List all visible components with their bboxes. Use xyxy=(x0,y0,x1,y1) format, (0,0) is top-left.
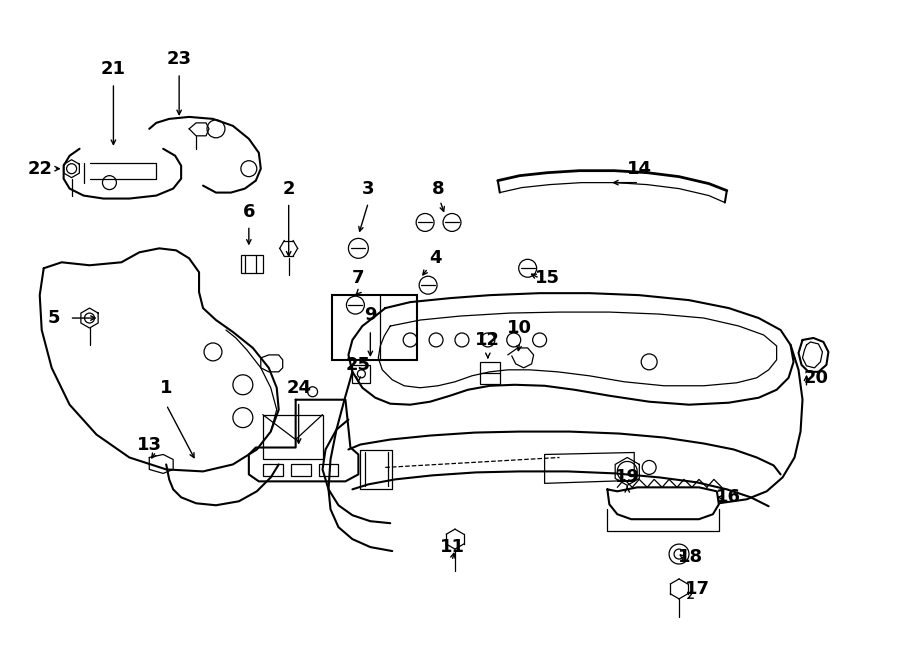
Text: 3: 3 xyxy=(362,179,374,197)
Bar xyxy=(353,365,370,383)
Text: 17: 17 xyxy=(685,580,709,598)
Circle shape xyxy=(308,387,318,397)
Text: 11: 11 xyxy=(439,538,464,556)
Text: 2: 2 xyxy=(283,179,295,197)
Text: 1: 1 xyxy=(160,379,173,397)
Text: 7: 7 xyxy=(352,269,365,287)
Text: 6: 6 xyxy=(243,203,255,222)
Text: 15: 15 xyxy=(536,269,560,287)
Text: 23: 23 xyxy=(166,50,192,68)
Bar xyxy=(241,256,263,273)
Text: 13: 13 xyxy=(137,436,162,453)
Text: 10: 10 xyxy=(508,319,532,337)
Bar xyxy=(319,465,338,477)
Text: 21: 21 xyxy=(101,60,126,78)
Text: 22: 22 xyxy=(27,160,52,177)
Bar xyxy=(263,465,283,477)
Bar xyxy=(480,362,500,384)
Text: 18: 18 xyxy=(679,548,704,566)
Bar xyxy=(332,295,417,360)
Text: 4: 4 xyxy=(428,250,441,267)
Text: 19: 19 xyxy=(615,469,640,487)
Text: 20: 20 xyxy=(804,369,829,387)
Text: 16: 16 xyxy=(716,489,742,506)
Text: 14: 14 xyxy=(626,160,652,177)
Text: 12: 12 xyxy=(475,331,500,349)
Text: 8: 8 xyxy=(432,179,445,197)
Text: 5: 5 xyxy=(48,309,60,327)
Bar xyxy=(291,465,310,477)
Text: 24: 24 xyxy=(286,379,311,397)
Bar xyxy=(263,414,322,459)
Text: 25: 25 xyxy=(346,356,371,374)
Text: 9: 9 xyxy=(364,306,376,324)
